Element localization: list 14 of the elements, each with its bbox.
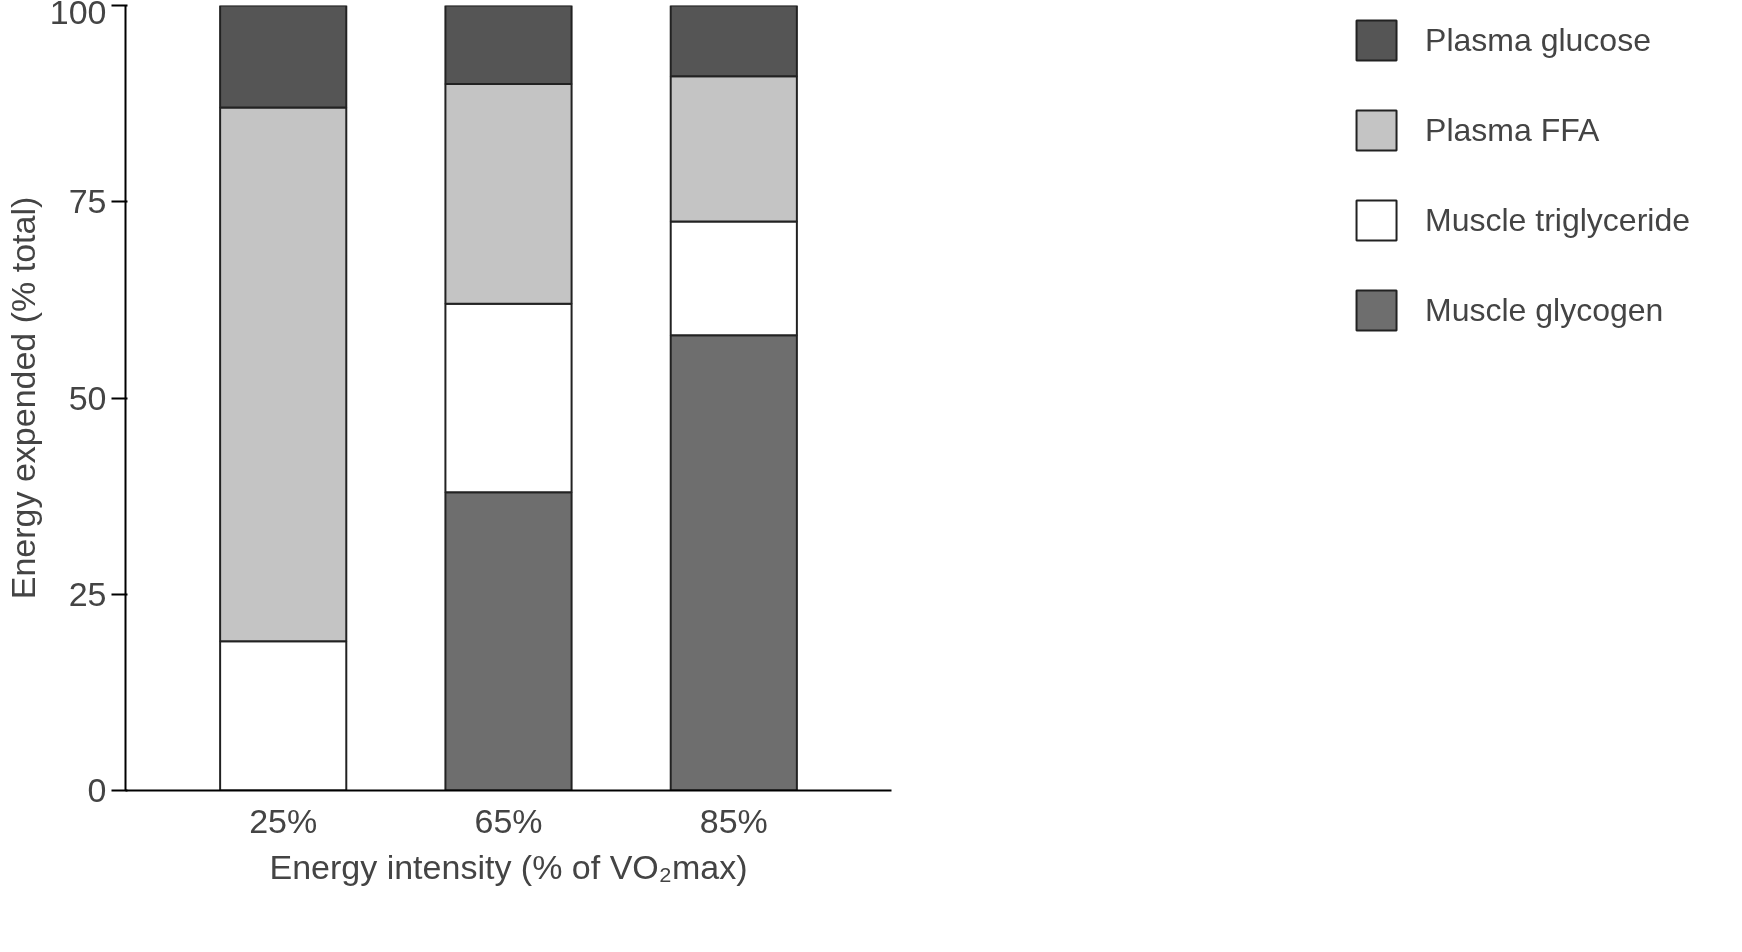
legend-label: Muscle glycogen (1425, 291, 1664, 329)
legend-label: Muscle triglyceride (1425, 201, 1690, 239)
x-tick-label: 25% (249, 801, 318, 840)
y-tick-label: 100 (49, 0, 107, 31)
y-tick-label: 0 (87, 771, 107, 809)
x-axis-title: Energy intensity (% of VO₂max) (269, 847, 748, 886)
legend-label: Plasma glucose (1425, 21, 1651, 59)
y-tick-label: 50 (68, 378, 107, 417)
y-tick-label: 25 (68, 574, 107, 613)
x-tick-label: 65% (474, 801, 543, 840)
y-tick-label: 75 (68, 182, 107, 221)
x-tick-label: 85% (699, 801, 768, 840)
y-axis-title: Energy expended (% total) (3, 196, 42, 600)
legend-label: Plasma FFA (1425, 111, 1600, 149)
